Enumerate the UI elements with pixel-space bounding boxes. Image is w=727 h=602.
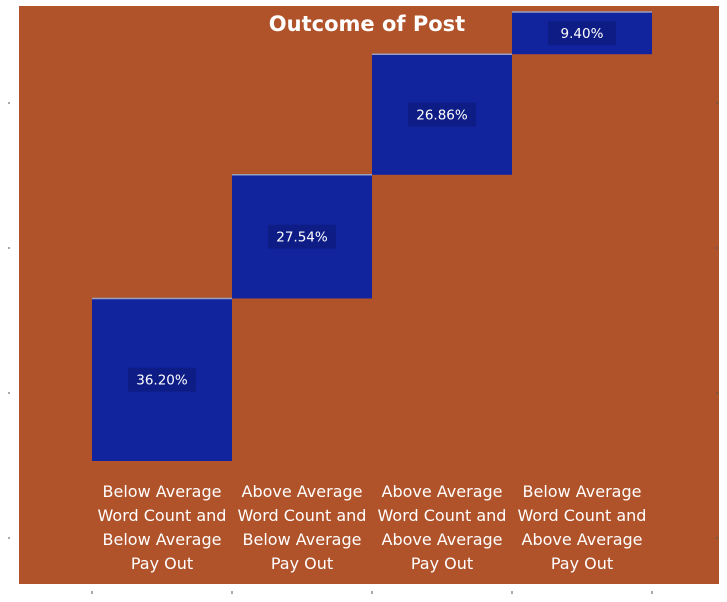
data-label-2: 27.54% bbox=[276, 230, 328, 246]
category-label-3: Above Average Word Count and Above Average… bbox=[378, 482, 507, 573]
data-label-bg-2 bbox=[268, 224, 336, 249]
data-label-bg-3 bbox=[408, 102, 476, 127]
category-label-2: Above Average Word Count and Below Average… bbox=[238, 482, 367, 573]
chart-title: Outcome of Post bbox=[269, 12, 465, 36]
category-label-1: Below Average Word Count and Below Average… bbox=[98, 482, 227, 573]
category-labels-group: Below Average Word Count and Below Average… bbox=[98, 482, 647, 573]
data-label-1: 36.20% bbox=[136, 373, 188, 389]
data-label-bg-1 bbox=[128, 367, 196, 392]
data-label-bg-4 bbox=[548, 21, 616, 46]
axis-ticks-group bbox=[8, 102, 718, 594]
data-label-4: 9.40% bbox=[561, 26, 604, 42]
data-label-3: 26.86% bbox=[416, 108, 468, 124]
category-label-4: Below Average Word Count and Above Average… bbox=[518, 482, 647, 573]
data-labels-group: 36.20% 27.54% 26.86% 9.40% bbox=[128, 21, 616, 392]
